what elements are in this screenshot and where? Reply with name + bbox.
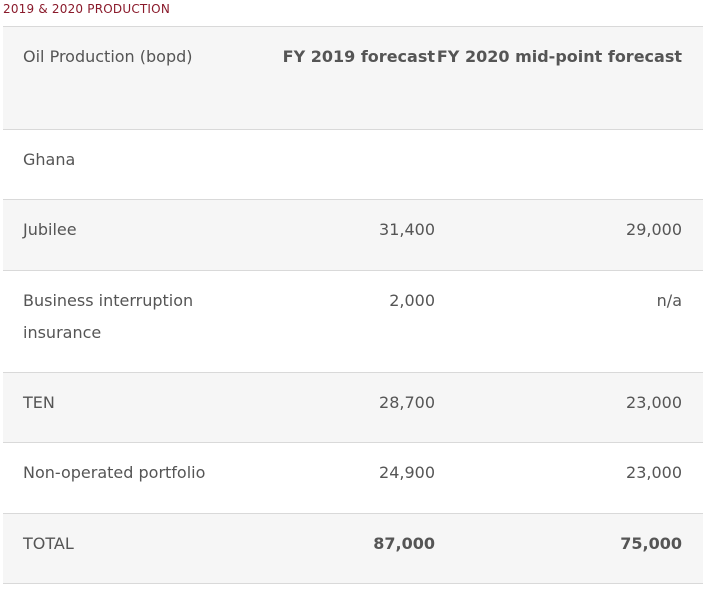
table-row: Non-operated portfolio 24,900 23,000 [3,442,703,513]
row-fy2019-value: 2,000 [389,291,435,310]
row-fy2020-value: n/a [656,291,682,310]
total-fy2020-value: 75,000 [620,534,682,553]
header-oil-production: Oil Production (bopd) [23,47,193,66]
row-label: TEN [23,393,55,412]
row-fy2019-value: 31,400 [379,220,435,239]
row-label: Business interruption insurance [23,291,194,342]
row-label: Jubilee [23,220,77,239]
table-row: Business interruption insurance 2,000 n/… [3,270,703,372]
row-fy2020-value: 23,000 [626,393,682,412]
header-fy2020: FY 2020 mid-point forecast [436,47,682,66]
table-total-row: TOTAL 87,000 75,000 [3,513,703,584]
production-table: Oil Production (bopd) FY 2019 forecast F… [3,26,703,584]
row-fy2019-value [253,130,435,199]
row-fy2019-value: 24,900 [379,463,435,482]
row-label: Ghana [23,150,76,169]
table-row: Ghana [3,129,703,199]
row-fy2020-value [435,130,703,199]
total-label: TOTAL [23,534,74,553]
table-header-row: Oil Production (bopd) FY 2019 forecast F… [3,26,703,129]
table-row: TEN 28,700 23,000 [3,372,703,442]
total-fy2019-value: 87,000 [373,534,435,553]
row-label: Non-operated portfolio [23,463,206,482]
table-caption: 2019 & 2020 PRODUCTION [3,2,170,16]
header-fy2019: FY 2019 forecast [282,47,435,66]
row-fy2020-value: 29,000 [626,220,682,239]
table-row: Jubilee 31,400 29,000 [3,199,703,270]
row-fy2020-value: 23,000 [626,463,682,482]
row-fy2019-value: 28,700 [379,393,435,412]
